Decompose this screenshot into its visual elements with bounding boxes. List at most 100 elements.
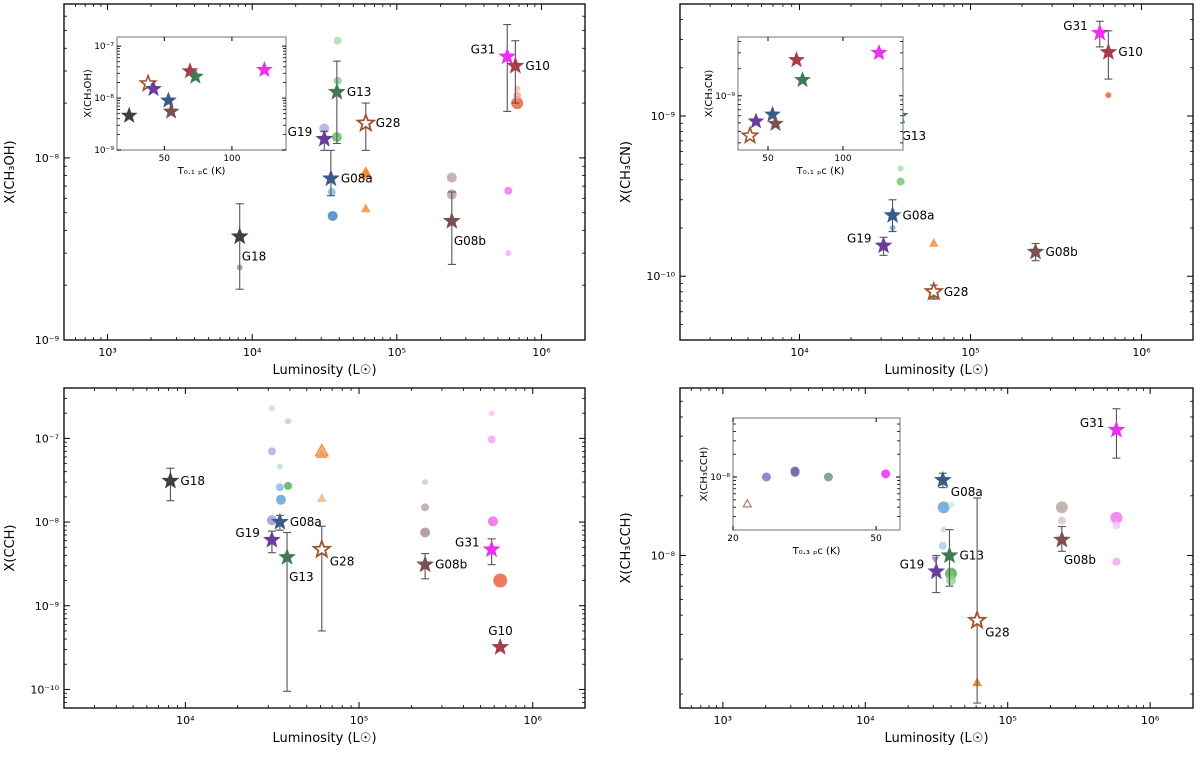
source-label-G13: G13 — [959, 548, 984, 562]
y-tick-label: 10⁻⁹ — [35, 600, 59, 613]
star-marker-G31 — [1107, 420, 1126, 438]
star-marker-G19 — [315, 129, 334, 147]
inset-star-marker — [120, 106, 138, 123]
source-label-G28: G28 — [985, 625, 1010, 639]
star-marker-G13 — [940, 546, 959, 564]
x-tick-label: 10³ — [98, 346, 116, 359]
source-label-G13: G13 — [347, 85, 372, 99]
inset-triangle-marker — [742, 498, 753, 508]
data-point-circle — [1057, 516, 1066, 525]
chart-top-left-ch3oh: 10³ 10⁴ 10⁵ 10⁶ 10⁻⁹ 10⁻⁸ Luminosity (L☉) X(CH₃… — [3, 3, 586, 378]
inset-circle-marker — [790, 467, 800, 477]
x-tick-label: 10⁶ — [532, 346, 551, 359]
chart-top-right-ch3cn: 10⁴ 10⁵ 10⁶ 10⁻¹⁰ 10⁻⁹ Luminosity (L☉) X(CH₃CN… — [619, 3, 1194, 378]
y-tick-label: 10⁻⁸ — [35, 152, 60, 165]
data-point-triangle — [358, 166, 373, 179]
data-point-circle — [327, 187, 336, 196]
source-label-G31: G31 — [455, 536, 480, 550]
inset-star-marker — [747, 112, 765, 129]
x-tick-label: 50 — [870, 534, 882, 544]
y-tick-label: 10⁻⁹ — [715, 92, 735, 102]
y-tick-label: 10⁻⁹ — [651, 110, 675, 123]
x-axis-label: Luminosity (L☉) — [884, 363, 988, 378]
source-label-G19: G19 — [235, 526, 260, 540]
data-point-circle — [1112, 521, 1121, 530]
star-marker-G28 — [923, 280, 945, 301]
x-tick-label: 20 — [727, 534, 739, 544]
inset-star-marker — [255, 60, 273, 77]
x-tick-label: 10⁴ — [243, 346, 262, 359]
inset-star-marker — [794, 71, 811, 88]
star-marker-G08b — [442, 211, 461, 229]
inset-y-axis-label: X(CH₃OH) — [83, 69, 94, 118]
y-axis-label: X(CCH) — [3, 525, 18, 572]
source-label-G18: G18 — [242, 250, 267, 264]
star-marker-G18 — [161, 471, 180, 489]
star-marker-G10 — [1099, 42, 1118, 60]
inset-circle-marker — [881, 469, 891, 479]
star-marker-G13 — [327, 82, 346, 100]
inset-star-marker — [788, 51, 805, 68]
chart-bottom-right-ch3cch: 10³ 10⁴ 10⁵ 10⁶ 10⁻⁸ Luminosity (L☉) X(CH₃CCH)… — [619, 387, 1194, 746]
data-point-circle — [1112, 557, 1121, 566]
data-point-circle — [896, 177, 905, 186]
y-axis-label: X(CH₃CN) — [619, 141, 634, 203]
source-label-G08b: G08b — [435, 558, 467, 572]
star-marker-G08b — [416, 555, 435, 573]
data-point-circle — [275, 483, 284, 492]
data-point-circle — [948, 501, 955, 508]
data-point-circle — [940, 526, 947, 533]
x-tick-label: 10⁵ — [350, 714, 368, 727]
x-tick-label: 100 — [223, 154, 240, 164]
star-marker-G28 — [311, 538, 333, 559]
data-point-circle — [897, 165, 904, 172]
x-tick-label: 10⁵ — [998, 714, 1016, 727]
source-label-G31: G31 — [1063, 19, 1088, 33]
star-marker-G08b — [1026, 242, 1045, 260]
data-point-circle — [1055, 501, 1068, 514]
inset-star-marker — [162, 102, 180, 119]
inset-x-axis-label: T₀.₁ ₚᴄ (K) — [177, 166, 226, 177]
x-tick-label: 10⁶ — [524, 714, 543, 727]
data-point-circle — [327, 210, 338, 221]
star-marker-G10 — [506, 56, 525, 74]
inset-x-axis-label: T₀.₁ ₚᴄ (K) — [796, 166, 845, 177]
source-label-G08a: G08a — [290, 515, 322, 529]
inset-chart: 50 100 10⁻⁹ 10⁻⁸ 10⁻⁷ T₀.₁ ₚᴄ (K) X(CH₃OH) — [83, 36, 287, 177]
x-axis-label: Luminosity (L☉) — [272, 363, 376, 378]
data-point-circle — [1110, 511, 1123, 524]
data-point-circle — [938, 541, 947, 550]
x-tick-label: 10⁵ — [961, 346, 979, 359]
source-label-G19: G19 — [900, 558, 925, 572]
data-point-circle — [505, 250, 512, 257]
inset-frame — [732, 417, 901, 531]
source-label-G08b: G08b — [1046, 245, 1078, 259]
star-marker-G19 — [262, 530, 281, 548]
x-tick-label: 10⁴ — [790, 346, 809, 359]
data-point-circle — [937, 501, 950, 514]
y-tick-label: 10⁻⁸ — [651, 549, 676, 562]
source-label-G08a: G08a — [951, 485, 983, 499]
y-tick-label: 10⁻⁹ — [94, 146, 114, 156]
data-point-circle — [946, 575, 957, 586]
star-marker-G31 — [498, 47, 517, 65]
inset-x-axis-label: T₀.₃ ₚᴄ (K) — [792, 546, 841, 557]
x-tick-label: 10⁴ — [856, 714, 875, 727]
data-point-circle — [487, 435, 496, 444]
data-point-triangle — [360, 203, 371, 213]
inset-star-marker — [186, 67, 204, 84]
source-label-G08b: G08b — [454, 234, 486, 248]
data-point-circle — [276, 463, 283, 470]
source-label-G13: G13 — [902, 129, 927, 143]
data-point-circle — [266, 515, 277, 526]
inset-frame — [116, 36, 287, 151]
source-label-G19: G19 — [288, 125, 313, 139]
y-tick-label: 10⁻⁷ — [35, 432, 59, 445]
data-point-circle — [284, 481, 293, 490]
data-point-circle — [493, 573, 508, 588]
x-tick-label: 10⁶ — [1132, 346, 1151, 359]
y-tick-label: 10⁻¹⁰ — [646, 270, 675, 283]
y-tick-label: 10⁻⁸ — [35, 516, 60, 529]
source-label-G28: G28 — [376, 116, 401, 130]
